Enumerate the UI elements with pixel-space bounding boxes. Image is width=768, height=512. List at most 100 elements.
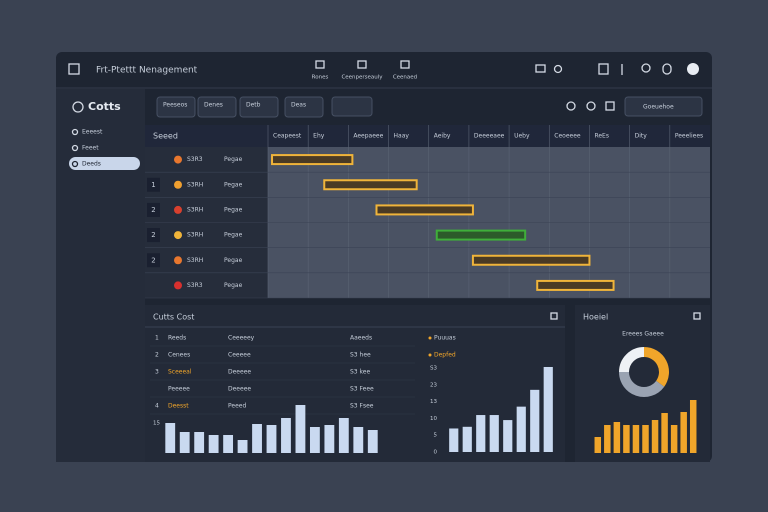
cell: Ceeeeey <box>228 335 255 342</box>
task-dot <box>174 180 182 189</box>
bar <box>462 426 472 452</box>
cell: Peeeee <box>168 386 190 393</box>
task-id: S3RH <box>187 257 203 264</box>
toolbar-button[interactable] <box>197 96 237 118</box>
toolbar-button[interactable] <box>284 96 324 118</box>
clock-icon[interactable] <box>586 101 596 111</box>
task-status: Pegae <box>224 181 243 188</box>
gantt-bar[interactable] <box>471 254 591 266</box>
panel-subtitle: Ereees Gaeee <box>622 331 664 338</box>
dropdown-label[interactable]: Goeuehoe <box>643 104 674 111</box>
bar <box>295 405 306 453</box>
nav-icon[interactable] <box>315 60 325 69</box>
task-dot <box>174 231 182 240</box>
toolbar-button[interactable] <box>239 96 279 118</box>
bar <box>689 400 697 453</box>
sidebar-item[interactable]: Eeeest <box>82 129 103 136</box>
row-num: 1 <box>151 181 155 189</box>
info-icon[interactable] <box>687 63 699 75</box>
toolbar-label[interactable]: Deas <box>291 102 306 109</box>
cell: S3 kee <box>350 369 370 376</box>
column-header: Ueby <box>514 133 530 140</box>
nav-icon[interactable] <box>400 60 410 69</box>
calendar-icon[interactable] <box>605 101 615 111</box>
task-id: S3R3 <box>187 282 203 289</box>
gantt-bar[interactable] <box>375 204 474 216</box>
bar <box>353 427 364 453</box>
bar <box>503 420 513 452</box>
cell: Cenees <box>168 352 190 359</box>
task-id: S3RH <box>187 206 203 213</box>
column-header: Peeeliees <box>675 133 703 140</box>
toolbar-label[interactable]: Denes <box>204 102 223 109</box>
panel-icon[interactable] <box>550 312 558 320</box>
bar <box>449 428 459 452</box>
sidebar <box>56 89 145 462</box>
nav-label[interactable]: Ceenperseauly <box>341 75 383 81</box>
bar <box>309 427 320 453</box>
logo-icon <box>72 101 84 113</box>
gantt-bar[interactable] <box>536 279 615 291</box>
cell: S3 hee <box>350 352 371 359</box>
toolbar-label[interactable]: Detb <box>246 102 261 109</box>
gantt-bar[interactable] <box>323 179 418 191</box>
legend-label: Depfed <box>434 352 456 359</box>
panel-title: Hoeiel <box>583 313 608 322</box>
bell-icon[interactable] <box>662 63 672 75</box>
dropdown[interactable] <box>624 96 703 117</box>
nav-label[interactable]: Ceenaed <box>393 75 417 81</box>
row-num-bg <box>147 228 160 243</box>
cell: 3 <box>155 369 159 376</box>
y-tick-label: 5 <box>434 433 438 439</box>
y-tick-label: 10 <box>430 416 437 422</box>
bar <box>223 435 234 453</box>
bar <box>530 389 540 452</box>
bar <box>489 415 499 452</box>
toolbar-button[interactable] <box>156 96 196 118</box>
bar <box>281 418 291 453</box>
cell: S3 Fsee <box>350 403 374 410</box>
cell: Reeds <box>168 335 186 342</box>
small-dropdown[interactable] <box>331 96 373 117</box>
panel-icon[interactable] <box>693 312 701 320</box>
doc-icon[interactable] <box>598 63 609 75</box>
active-item-bg[interactable] <box>69 157 140 170</box>
list-header: Seeed <box>153 132 178 141</box>
sidebar-item[interactable]: Deeds <box>82 161 101 168</box>
toolbar-icons <box>331 96 703 117</box>
gantt-bar[interactable] <box>435 229 527 241</box>
item-icon <box>71 160 79 168</box>
bar <box>613 422 621 453</box>
bar <box>266 425 277 453</box>
row-num: 2 <box>151 256 155 264</box>
task-status: Pegae <box>224 257 243 264</box>
cell: Aaeeds <box>350 335 372 342</box>
list-icon[interactable] <box>535 64 546 73</box>
legend-dot <box>428 336 432 340</box>
search-icon[interactable] <box>641 63 651 73</box>
menu-icon[interactable] <box>68 63 80 75</box>
row-num-bg <box>147 253 160 268</box>
column-header: Ceapeest <box>273 133 302 140</box>
cell: 1 <box>155 335 159 342</box>
bar <box>194 432 205 453</box>
gantt-bar[interactable] <box>271 154 354 166</box>
nav-icon[interactable] <box>357 60 367 69</box>
cell: 4 <box>155 403 159 410</box>
sidebar-item[interactable]: Feeet <box>82 145 99 152</box>
app-title: Frt-Ptettt Nenagement <box>96 66 198 76</box>
column-header: Ehy <box>313 133 325 140</box>
bar <box>642 425 649 453</box>
cell: Deesst <box>168 403 189 410</box>
bar <box>476 415 486 452</box>
nav-label[interactable]: Rones <box>312 75 329 81</box>
bar <box>165 423 176 453</box>
filter-icon[interactable] <box>566 101 576 111</box>
link-icon[interactable] <box>553 64 563 74</box>
bar <box>516 406 526 452</box>
toolbar-label[interactable]: Peeseos <box>163 102 187 109</box>
cell: Deeeee <box>228 386 251 393</box>
task-status: Pegae <box>224 232 243 239</box>
cell: Peeed <box>228 403 246 410</box>
